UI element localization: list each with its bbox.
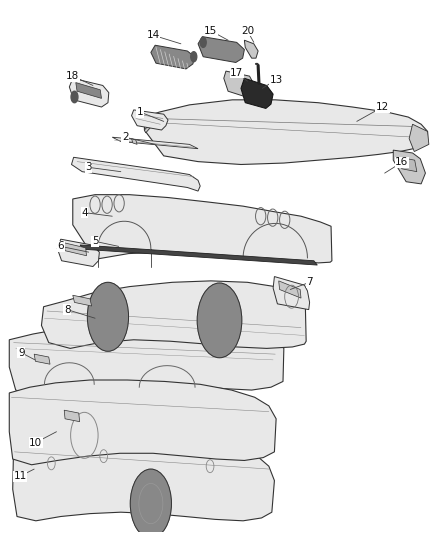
Polygon shape — [408, 124, 428, 151]
Text: 6: 6 — [57, 241, 64, 252]
Circle shape — [197, 283, 241, 358]
Polygon shape — [80, 245, 317, 265]
Polygon shape — [278, 281, 300, 298]
Polygon shape — [151, 45, 194, 69]
Polygon shape — [57, 239, 99, 266]
Circle shape — [191, 52, 196, 62]
Text: 15: 15 — [204, 26, 217, 36]
Polygon shape — [131, 139, 137, 144]
Text: 2: 2 — [121, 132, 128, 142]
Polygon shape — [71, 157, 200, 191]
Text: 13: 13 — [269, 75, 282, 85]
Polygon shape — [13, 434, 274, 521]
Polygon shape — [73, 195, 331, 263]
Text: 20: 20 — [240, 26, 253, 36]
Text: 17: 17 — [230, 68, 243, 77]
Text: 7: 7 — [306, 277, 312, 287]
Polygon shape — [144, 116, 158, 133]
Polygon shape — [73, 295, 92, 306]
Text: 16: 16 — [394, 157, 407, 167]
Text: 5: 5 — [92, 236, 98, 246]
Polygon shape — [76, 83, 101, 99]
Polygon shape — [41, 281, 305, 349]
Polygon shape — [69, 78, 109, 107]
Polygon shape — [272, 277, 309, 310]
Text: 10: 10 — [29, 438, 42, 448]
Polygon shape — [392, 150, 424, 184]
Polygon shape — [64, 410, 79, 422]
Text: 18: 18 — [66, 71, 79, 81]
Polygon shape — [223, 71, 253, 97]
Polygon shape — [9, 321, 283, 397]
Text: 14: 14 — [146, 30, 159, 40]
Text: 9: 9 — [18, 348, 25, 358]
Polygon shape — [244, 40, 258, 58]
Circle shape — [200, 37, 206, 47]
Circle shape — [71, 91, 78, 103]
Text: 4: 4 — [81, 208, 88, 217]
Polygon shape — [144, 100, 427, 165]
Polygon shape — [64, 243, 86, 256]
Text: 11: 11 — [13, 471, 27, 481]
Text: 12: 12 — [375, 102, 388, 112]
Circle shape — [130, 469, 171, 533]
Polygon shape — [131, 110, 168, 130]
Circle shape — [87, 282, 128, 351]
Polygon shape — [399, 157, 416, 172]
Polygon shape — [198, 37, 244, 62]
Polygon shape — [9, 380, 276, 465]
Polygon shape — [34, 354, 50, 364]
Text: 3: 3 — [85, 163, 92, 172]
Text: 1: 1 — [137, 107, 143, 117]
Polygon shape — [112, 137, 198, 149]
Text: 8: 8 — [64, 304, 71, 314]
Polygon shape — [240, 78, 272, 108]
